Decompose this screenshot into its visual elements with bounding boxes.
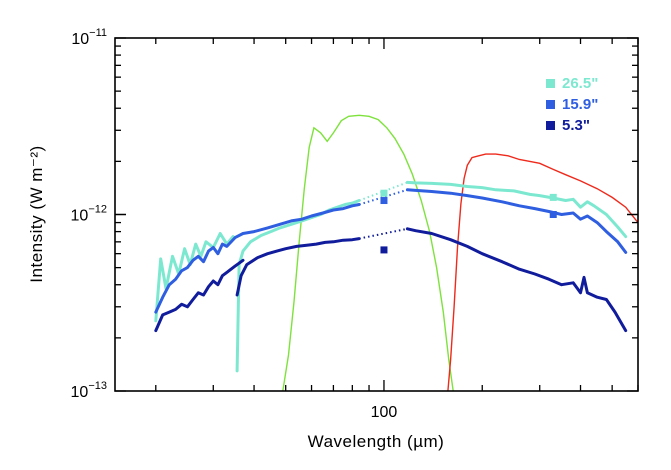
filter-curves	[282, 114, 638, 391]
legend-label-3: 5.3"	[562, 117, 590, 134]
x-axis-label: Wavelength (µm)	[308, 432, 445, 451]
filter-curve-2	[447, 153, 638, 391]
y-tick-label: 10−13	[71, 380, 107, 401]
series-3-segment-1	[154, 258, 245, 333]
y-tick-label: 10−11	[71, 27, 107, 48]
series-2-photometry-point-1	[380, 197, 388, 205]
legend-swatch-3	[546, 121, 555, 130]
series-1-photometry-point-2	[549, 193, 557, 201]
series-2-interpolation	[358, 188, 408, 206]
series-3-photometry-point-1	[380, 246, 388, 254]
series-1-segment-2	[235, 199, 361, 373]
series-2-photometry-point-2	[549, 211, 557, 218]
series-2-segment-2	[405, 188, 628, 254]
series-3-interpolation	[359, 227, 408, 240]
series-lines	[154, 180, 628, 373]
legend: 26.5" 15.9" 5.3"	[546, 75, 598, 134]
legend-label-2: 15.9"	[562, 96, 598, 113]
photometry-markers	[380, 189, 557, 254]
series-3-segment-2	[235, 237, 361, 297]
y-axis-label: Intensity (W m⁻²)	[27, 145, 46, 282]
series-2-segment-1	[154, 203, 361, 314]
legend-swatch-1	[546, 79, 555, 88]
series-1-photometry-point-1	[380, 189, 388, 197]
series-1-segment-1	[154, 232, 235, 323]
legend-swatch-2	[546, 100, 555, 109]
y-tick-label: 10−12	[71, 204, 107, 225]
x-tick-label: 100	[371, 404, 398, 421]
series-1-segment-3	[405, 180, 628, 239]
legend-label-1: 26.5"	[562, 75, 598, 92]
axis-ticks: 100 10−13 10−12 10−11	[71, 27, 639, 421]
series-3-segment-3	[405, 227, 628, 333]
filter-curve-1	[282, 114, 454, 391]
